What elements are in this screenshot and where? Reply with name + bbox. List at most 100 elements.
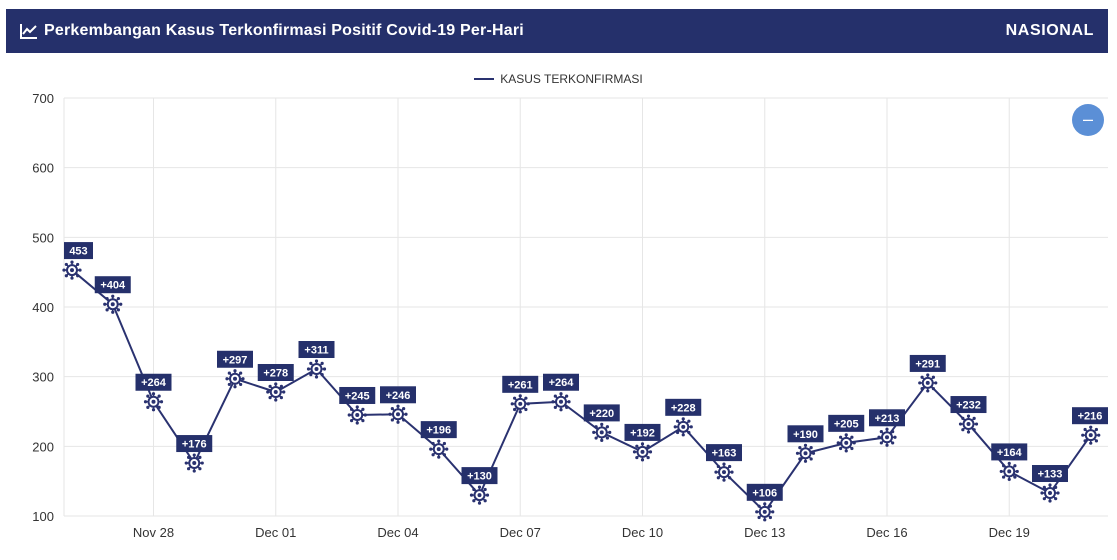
data-label-box: [64, 242, 93, 260]
virus-marker-icon: [510, 394, 530, 414]
data-label: +213: [875, 413, 900, 425]
data-label-box: [624, 423, 661, 441]
y-tick-label: 200: [32, 439, 54, 454]
data-label-box: [746, 483, 783, 501]
data-label: +297: [223, 354, 248, 366]
series-line: [71, 269, 1092, 514]
virus-marker-icon: [836, 433, 856, 453]
data-label-box: [543, 373, 579, 391]
data-label-box: [583, 404, 620, 422]
chart-legend[interactable]: KASUS TERKONFIRMASI: [0, 72, 1117, 86]
virus-marker-icon: [755, 502, 775, 522]
zoom-out-button[interactable]: –: [1072, 104, 1104, 136]
data-label-box: [787, 425, 824, 443]
data-label: +190: [793, 429, 818, 441]
data-label: +216: [1078, 411, 1103, 423]
y-tick-label: 100: [32, 509, 54, 524]
x-tick-label: Dec 07: [500, 525, 541, 540]
virus-marker-icon: [1040, 483, 1060, 503]
virus-marker-icon: [347, 405, 367, 425]
data-label: +261: [508, 379, 533, 391]
virus-marker-icon: [143, 392, 164, 412]
virus-marker-icon: [184, 453, 204, 473]
virus-marker-icon: [429, 439, 449, 459]
data-label-box: [176, 435, 213, 453]
y-tick-label: 700: [32, 91, 54, 106]
x-tick-label: Dec 10: [622, 525, 663, 540]
data-label: +291: [915, 358, 940, 370]
data-label-box: [706, 444, 742, 462]
data-label: +220: [589, 408, 614, 420]
data-label: +404: [100, 280, 126, 292]
virus-marker-icon: [469, 485, 490, 505]
virus-marker-icon: [673, 417, 693, 437]
line-chart-icon: [20, 23, 38, 39]
data-label-box: [135, 373, 172, 391]
data-label: +163: [712, 448, 737, 460]
virus-marker-icon: [918, 373, 938, 393]
x-tick-label: Nov 28: [133, 525, 174, 540]
header-bar: Perkembangan Kasus Terkonfirmasi Positif…: [6, 9, 1108, 53]
x-tick-label: Dec 19: [989, 525, 1030, 540]
data-label: +205: [834, 418, 859, 430]
data-label: +245: [345, 390, 370, 402]
data-label-box: [257, 363, 294, 381]
data-label: +176: [182, 439, 207, 451]
x-tick-label: Dec 04: [377, 525, 418, 540]
data-label: +130: [467, 471, 492, 483]
virus-marker-icon: [103, 294, 123, 314]
data-label: +196: [426, 425, 451, 437]
data-label-box: [950, 396, 987, 414]
data-label: 453: [69, 246, 87, 258]
data-label-box: [298, 341, 335, 359]
data-label-box: [380, 386, 416, 404]
virus-marker-icon: [225, 369, 245, 389]
data-label: +192: [630, 427, 655, 439]
data-label: +228: [671, 402, 696, 414]
data-label: +106: [752, 487, 777, 499]
y-tick-label: 600: [32, 161, 54, 176]
data-label-box: [217, 350, 253, 368]
virus-marker-icon: [266, 382, 286, 402]
virus-marker-icon: [958, 414, 979, 434]
data-label: +133: [1038, 469, 1063, 481]
virus-marker-icon: [999, 461, 1019, 482]
x-tick-label: Dec 01: [255, 525, 296, 540]
region-label: NASIONAL: [1005, 22, 1094, 39]
legend-line-swatch: [474, 78, 495, 80]
data-label: +264: [549, 377, 575, 389]
header-title-group: Perkembangan Kasus Terkonfirmasi Positif…: [20, 22, 524, 40]
virus-marker-icon: [306, 359, 327, 379]
virus-marker-icon: [632, 442, 653, 462]
data-label-box: [828, 414, 865, 432]
virus-marker-icon: [795, 443, 816, 463]
data-label: +232: [956, 400, 981, 412]
y-tick-label: 300: [32, 370, 54, 385]
data-label-box: [869, 409, 905, 427]
data-label-box: [665, 398, 702, 416]
y-tick-label: 500: [32, 230, 54, 245]
data-label-box: [991, 443, 1028, 461]
data-label-box: [339, 386, 376, 404]
data-label-box: [502, 375, 539, 393]
data-label-box: [1032, 465, 1068, 483]
virus-marker-icon: [877, 427, 897, 447]
x-tick-label: Dec 16: [866, 525, 907, 540]
data-label: +264: [141, 377, 167, 389]
data-label-box: [420, 421, 457, 439]
virus-marker-icon: [62, 260, 82, 280]
data-label: +246: [386, 390, 411, 402]
virus-marker-icon: [1081, 425, 1101, 445]
data-label-box: [94, 276, 131, 294]
data-label-box: [909, 354, 946, 372]
data-label-box: [461, 467, 498, 485]
data-label: +164: [997, 447, 1023, 459]
virus-marker-icon: [714, 462, 734, 482]
data-label-box: [1072, 407, 1108, 425]
page-title: Perkembangan Kasus Terkonfirmasi Positif…: [44, 22, 524, 39]
virus-marker-icon: [592, 422, 612, 442]
virus-marker-icon: [551, 392, 571, 412]
y-tick-label: 400: [32, 300, 54, 315]
data-label: +311: [304, 345, 328, 357]
